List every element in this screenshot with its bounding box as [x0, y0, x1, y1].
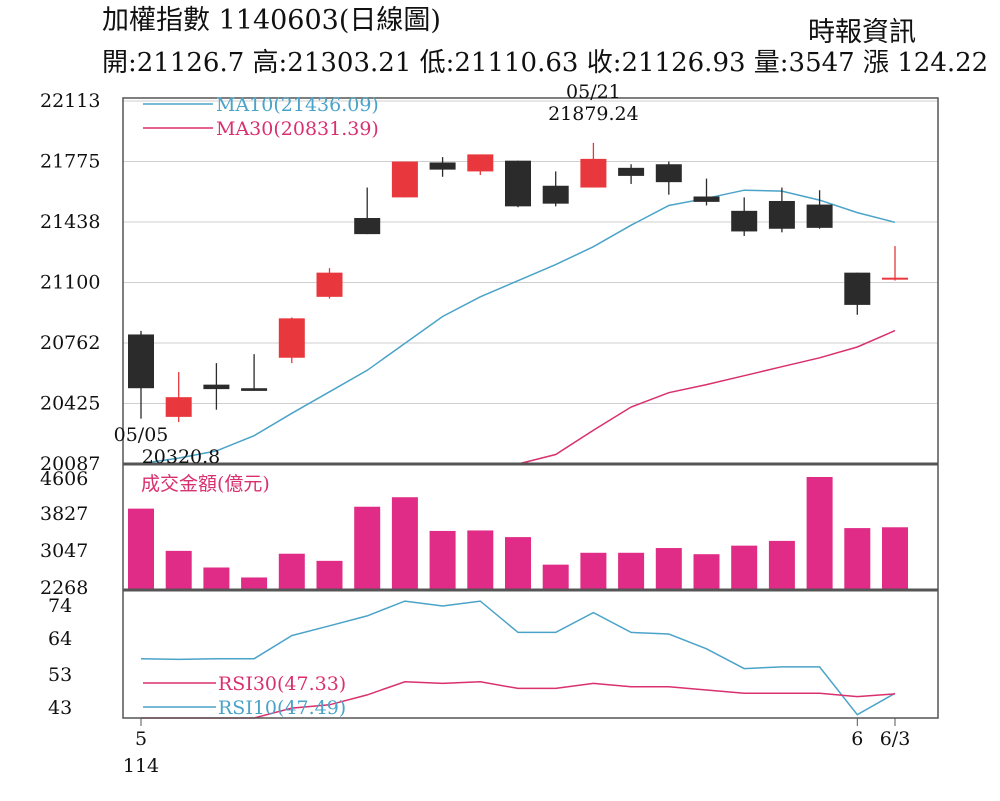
chart-title: 加權指數 1140603(日線圖): [102, 5, 441, 36]
candle-body: [882, 277, 908, 280]
volume-bar: [542, 564, 569, 590]
volume-bar: [806, 477, 833, 590]
volume-bar: [655, 548, 682, 590]
volume-label: 成交金額(億元): [141, 473, 270, 495]
volume-bar: [731, 545, 758, 590]
legend-label: MA30(20831.39): [216, 118, 379, 140]
x-tick-label: 6/3: [880, 728, 911, 750]
source-label: 時報資訊: [808, 17, 916, 48]
legend-label: RSI10(47.49): [218, 697, 346, 719]
legend-label: MA10(21436.09): [216, 94, 379, 116]
volume-tick-label: 3047: [40, 540, 88, 562]
candle-body: [618, 167, 645, 176]
candle-body: [391, 161, 418, 198]
volume-bar: [429, 530, 456, 590]
legend-label: RSI30(47.33): [218, 673, 346, 695]
price-tick-label: 21775: [40, 151, 100, 173]
price-tick-label: 20425: [40, 392, 100, 414]
candle-body: [505, 160, 531, 207]
candle-body: [165, 397, 192, 417]
volume-bar: [128, 508, 154, 590]
price-tick-label: 20762: [40, 332, 100, 354]
rsi-tick-label: 74: [48, 595, 72, 617]
volume-bar: [467, 530, 494, 590]
volume-bar: [165, 550, 192, 590]
candle-body: [278, 318, 305, 358]
rsi-tick-label: 53: [48, 664, 72, 686]
volume-bar: [768, 540, 795, 590]
volume-bar: [241, 577, 268, 590]
volume-tick-label: 4606: [40, 468, 88, 490]
candle-body: [316, 272, 343, 297]
candle-body: [693, 196, 720, 202]
candle-body: [655, 164, 682, 183]
price-tick-label: 21100: [40, 272, 100, 294]
volume-bar: [316, 560, 343, 590]
annotation-value: 20320.8: [142, 446, 221, 468]
candle-body: [731, 210, 758, 232]
rsi-tick-label: 43: [48, 697, 72, 719]
candle-body: [768, 200, 795, 229]
rsi10-line: [140, 600, 896, 716]
price-tick-label: 21438: [40, 211, 100, 233]
volume-bar: [844, 528, 871, 590]
candle-body: [241, 388, 268, 391]
volume-bar: [278, 553, 305, 590]
ma10-line: [140, 189, 896, 465]
annotation-value: 21879.24: [548, 103, 639, 125]
x-tick-label: 6: [851, 728, 863, 750]
volume-bar: [505, 537, 531, 590]
volume-bar: [693, 554, 720, 590]
candle-body: [580, 158, 607, 188]
candle-body: [429, 162, 456, 170]
volume-tick-label: 2268: [40, 577, 88, 599]
volume-bar: [203, 567, 230, 590]
price-tick-label: 22113: [40, 90, 100, 112]
volume-bar: [391, 497, 418, 590]
annotation-date: 05/21: [566, 81, 621, 103]
volume-bar: [580, 552, 607, 590]
candle-body: [806, 204, 833, 228]
volume-bar: [618, 552, 645, 590]
candle-body: [128, 334, 154, 389]
x-tick-label: 5: [135, 728, 147, 750]
rsi30-line: [141, 681, 896, 719]
price-tick-label: 20087: [40, 453, 100, 475]
candle-body: [354, 217, 381, 235]
ohlc-summary: 開:21126.7 高:21303.21 低:21110.63 收:21126.…: [102, 48, 989, 78]
candle-body: [844, 272, 871, 305]
candle-body: [542, 185, 569, 204]
volume-bar: [354, 506, 381, 590]
chart-frame: [122, 97, 939, 719]
volume-tick-label: 3827: [40, 503, 88, 525]
volume-bar: [882, 527, 908, 590]
x-tick-sublabel: 114: [123, 755, 159, 777]
candle-body: [467, 154, 494, 172]
candle-body: [203, 384, 230, 390]
annotation-date: 05/05: [114, 424, 169, 446]
rsi-tick-label: 64: [48, 628, 72, 650]
ma30-line: [141, 329, 896, 465]
